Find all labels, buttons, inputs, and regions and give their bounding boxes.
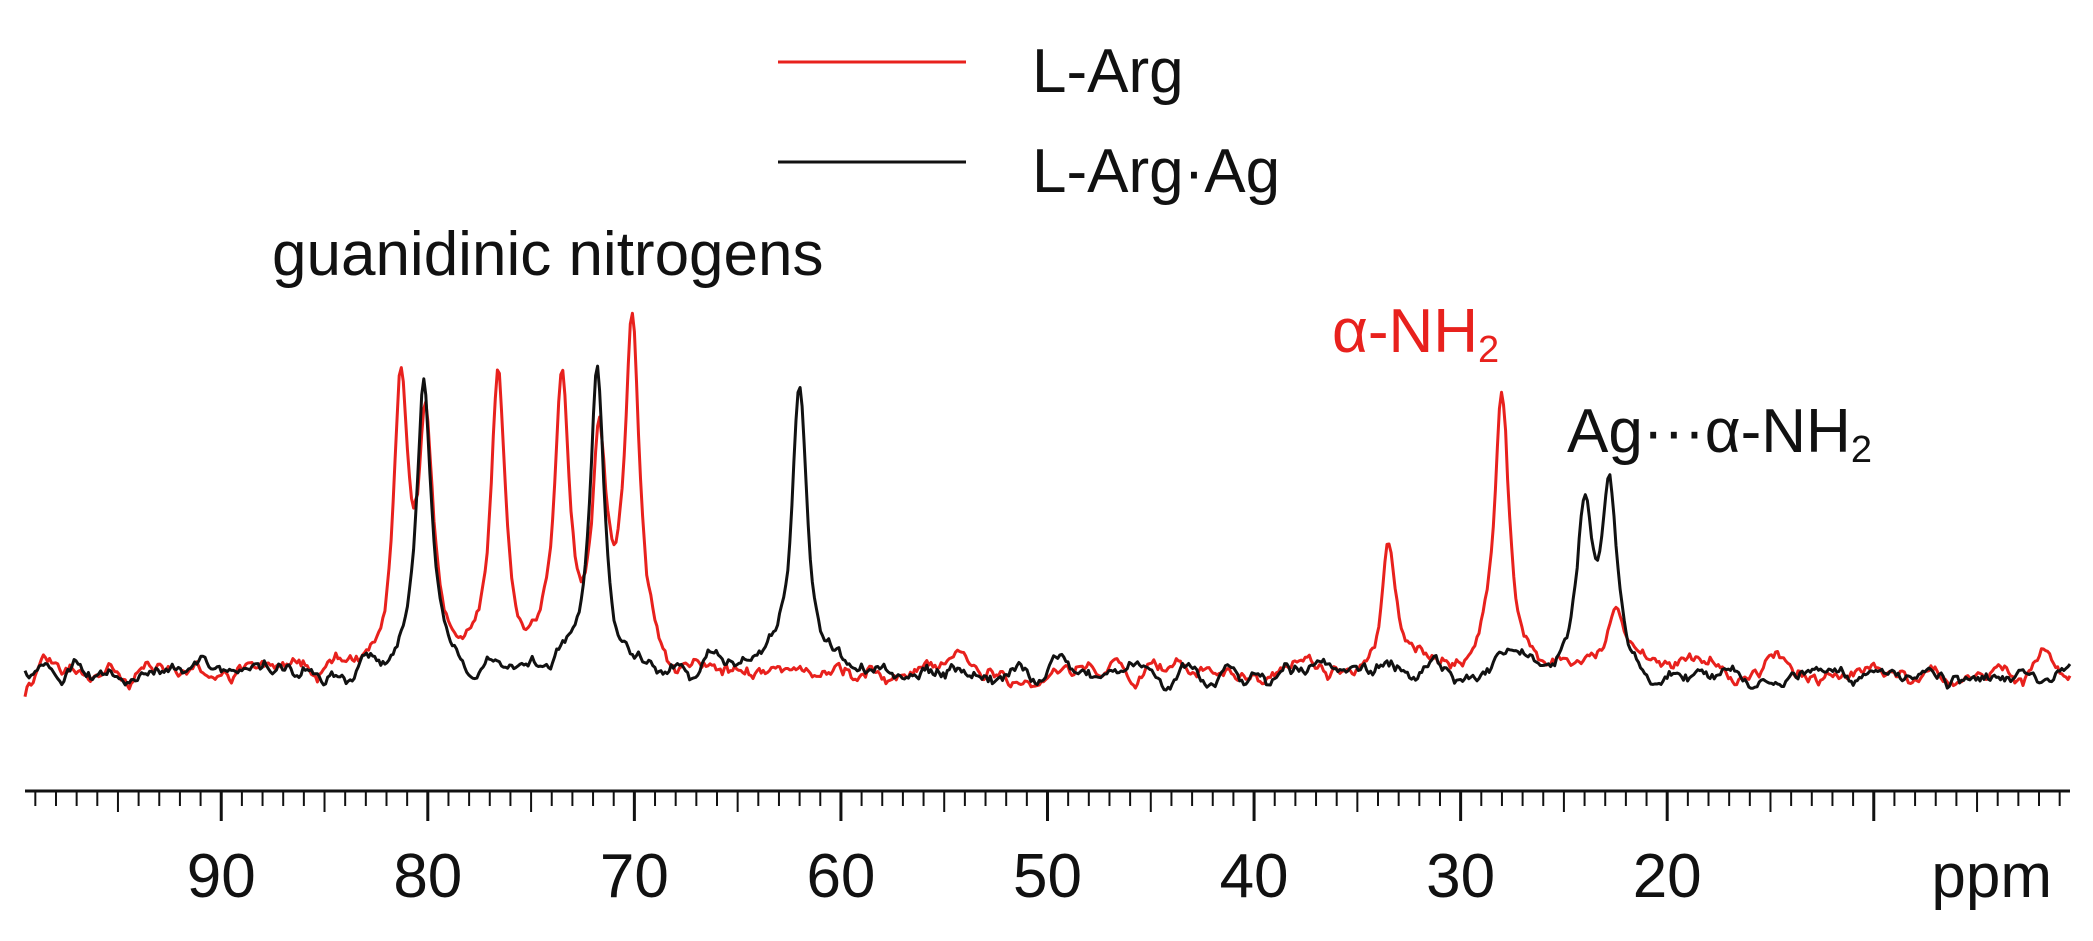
x-axis-unit-label: ppm (1931, 842, 2052, 911)
x-tick-label: 30 (1426, 842, 1495, 911)
annotation-ag-alpha-nh2-subscript: 2 (1851, 429, 1872, 471)
series-layer (23, 311, 2072, 698)
series-line-l-arg (23, 311, 2072, 698)
annotation-alpha-nh2: α-NH2 (1332, 297, 1499, 371)
annotation-alpha-nh2-text: α-NH (1332, 297, 1478, 366)
x-tick-label: 90 (187, 842, 256, 911)
x-tick-label: 50 (1013, 842, 1082, 911)
legend: L-Arg L-Arg·Ag (778, 37, 1280, 206)
x-tick-label: 20 (1633, 842, 1702, 911)
x-tick-label: 60 (806, 842, 875, 911)
x-tick-label: 70 (600, 842, 669, 911)
annotations: guanidinic nitrogens α-NH2 Ag···α-NH2 (272, 220, 1872, 471)
annotation-ag-alpha-nh2-text: Ag···α-NH (1567, 397, 1851, 466)
x-tick-label: 40 (1220, 842, 1289, 911)
annotation-ag-alpha-nh2: Ag···α-NH2 (1567, 397, 1872, 471)
legend-label-l-arg: L-Arg (1032, 37, 1184, 106)
annotation-guanidinic-nitrogens: guanidinic nitrogens (272, 220, 824, 289)
legend-label-l-arg-ag: L-Arg·Ag (1032, 137, 1280, 206)
x-tick-labels: 90 80 70 60 50 40 30 20 (187, 842, 1702, 911)
x-tick-label: 80 (393, 842, 462, 911)
series-line-l-arg-ag (23, 364, 2072, 692)
x-axis (25, 789, 2070, 821)
annotation-alpha-nh2-subscript: 2 (1478, 329, 1499, 371)
